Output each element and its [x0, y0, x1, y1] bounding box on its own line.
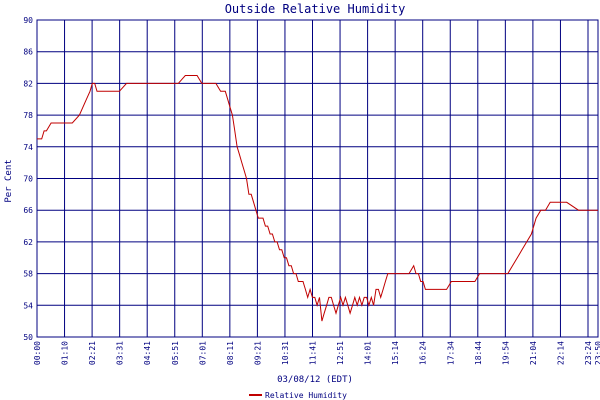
y-axis-label: Per Cent: [4, 159, 14, 202]
x-tick-label: 05:51: [171, 341, 180, 365]
x-tick-label: 19:54: [501, 341, 510, 365]
legend: Relative Humidity: [249, 391, 347, 400]
legend-label: Relative Humidity: [265, 391, 347, 400]
grid: [36, 19, 599, 338]
x-tick-label: 23:24: [584, 341, 593, 365]
y-tick-label: 86: [23, 48, 33, 57]
chart-title: Outside Relative Humidity: [225, 2, 406, 16]
x-axis-label: 03/08/12 (EDT): [277, 375, 353, 385]
x-tick-label: 11:41: [309, 341, 318, 365]
x-tick-label: 16:24: [419, 341, 428, 365]
y-tick-label: 62: [23, 238, 33, 247]
x-tick-label: 14:01: [364, 341, 373, 365]
x-tick-label: 00:00: [33, 341, 42, 365]
x-tick-label: 08:11: [226, 341, 235, 365]
y-tick-label: 54: [23, 301, 33, 310]
y-tick-label: 74: [23, 143, 33, 152]
x-tick-label: 23:50: [594, 341, 600, 365]
y-tick-label: 66: [23, 206, 33, 215]
y-axis-ticks: 50 54 58 62 66 70 74 78 82 86 90: [23, 16, 33, 342]
series-layer: [37, 75, 598, 322]
x-tick-label: 04:41: [143, 341, 152, 365]
y-tick-label: 50: [23, 333, 33, 342]
x-tick-label: 09:21: [253, 341, 262, 365]
x-tick-label: 12:51: [336, 341, 345, 365]
y-tick-label: 90: [23, 16, 33, 25]
x-tick-label: 22:14: [556, 341, 565, 365]
y-tick-label: 82: [23, 79, 33, 88]
y-tick-label: 78: [23, 111, 33, 120]
series-line-relative-humidity: [37, 75, 598, 322]
x-axis-ticks: 00:00 01:10 02:21 03:31 04:41 05:51 07:01 08:11…: [33, 341, 600, 365]
x-tick-label: 17:34: [446, 341, 455, 365]
y-tick-label: 70: [23, 175, 33, 184]
x-tick-label: 18:44: [474, 341, 483, 365]
x-tick-label: 01:10: [61, 341, 70, 365]
x-tick-label: 03:31: [116, 341, 125, 365]
x-tick-label: 15:14: [391, 341, 400, 365]
x-tick-label: 21:04: [529, 341, 538, 365]
x-tick-label: 10:31: [281, 341, 290, 365]
y-tick-label: 58: [23, 270, 33, 279]
x-tick-label: 07:01: [198, 341, 207, 365]
x-tick-label: 02:21: [88, 341, 97, 365]
